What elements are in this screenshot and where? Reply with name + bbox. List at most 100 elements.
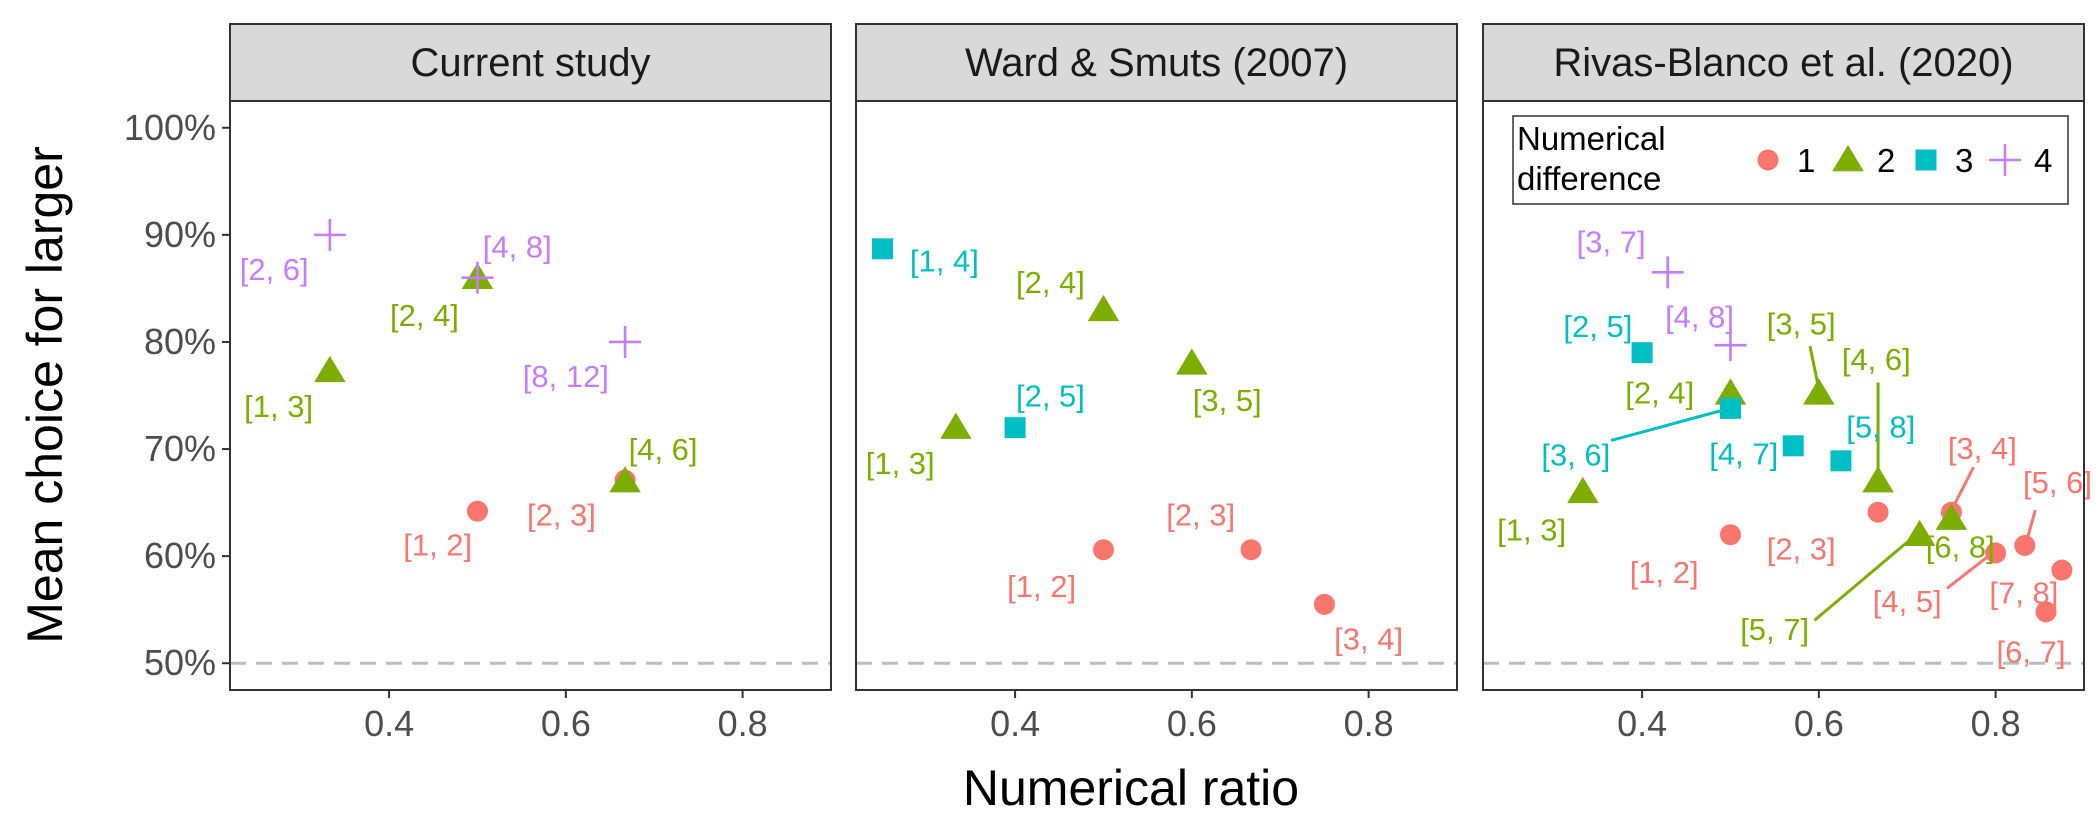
point-label-2-4: [2, 4]	[1625, 375, 1694, 410]
point-label-1-2: [1, 2]	[403, 527, 472, 562]
point-label-1-3: [1, 3]	[866, 446, 935, 481]
point-label-4-8: [4, 8]	[483, 230, 552, 265]
point-2-3	[1867, 501, 1889, 523]
point-1-2	[1092, 539, 1114, 561]
point-2-5	[1631, 342, 1653, 364]
y-tick-label: 60%	[144, 535, 216, 576]
panel-2: Ward & Smuts (2007) 0.4 0.6 0.8 [1, 2] [2, 3]…	[855, 23, 1458, 744]
point-3-6	[1719, 397, 1741, 419]
x-axis-title: Numerical ratio	[963, 760, 1299, 816]
legend-label-1: 1	[1797, 142, 1815, 179]
point-3-5	[1803, 378, 1835, 405]
legend-title-line: Numerical	[1517, 120, 1666, 157]
point-label-4-6: [4, 6]	[629, 432, 698, 467]
point-3-5	[1176, 348, 1208, 375]
panel-strip	[229, 23, 832, 102]
point-label-6-7: [6, 7]	[1997, 634, 2066, 669]
panel-border	[229, 100, 832, 691]
legend-box	[1512, 115, 2069, 205]
panels: Current study 0.4 0.6 0.8 50% 60% 70% 80% 90% 100…	[124, 23, 2092, 744]
point-label-6-8: [6, 8]	[1926, 529, 1995, 564]
point-label-2-5: [2, 5]	[1016, 379, 1085, 414]
y-tick-label: 50%	[144, 642, 216, 683]
panel-title: Rivas-Blanco et al. (2020)	[1553, 41, 2013, 85]
point-label-3-4: [3, 4]	[1334, 622, 1403, 657]
point-label-3-4: [3, 4]	[1948, 431, 2017, 466]
point-label-5-7: [5, 7]	[1740, 612, 1809, 647]
point-label-1-3: [1, 3]	[244, 389, 313, 424]
x-tick-label: 0.6	[1794, 703, 1844, 744]
point-1-3	[1567, 476, 1599, 504]
panel-border	[855, 100, 1458, 691]
point-1-3	[314, 355, 346, 383]
point-label-2-3: [2, 3]	[1166, 497, 1235, 532]
point-label-2-3: [2, 3]	[527, 497, 596, 532]
point-label-1-2: [1, 2]	[1007, 569, 1076, 604]
point-4-6	[609, 466, 641, 493]
panel-1: Current study 0.4 0.6 0.8 50% 60% 70% 80% 90% 100…	[124, 23, 832, 744]
point-5-8	[1830, 450, 1852, 472]
x-tick-label: 0.8	[718, 703, 768, 744]
point-label-1-2: [1, 2]	[1630, 555, 1699, 590]
point-5-7	[1903, 519, 1936, 546]
legend-label-3: 3	[1955, 142, 1973, 179]
point-label-2-4: [2, 4]	[1016, 265, 1085, 300]
point-label-2-5: [2, 5]	[1563, 309, 1632, 344]
point-1-4	[872, 238, 894, 260]
label-leader-line	[1946, 552, 1993, 590]
point-label-1-4: [1, 4]	[910, 244, 979, 279]
legend-key-1	[1757, 149, 1779, 171]
x-tick-label: 0.4	[1617, 703, 1667, 744]
point-label-5-8: [5, 8]	[1846, 410, 1915, 445]
legend-key-2	[1832, 145, 1864, 172]
point-label-3-5: [3, 5]	[1767, 307, 1836, 342]
point-2-5	[1004, 417, 1026, 439]
point-label-3-5: [3, 5]	[1193, 383, 1262, 418]
point-4-6	[1862, 466, 1894, 493]
legend-key-4	[1989, 144, 2021, 176]
legend-label-4: 4	[2034, 142, 2052, 179]
legend-title-line: difference	[1517, 160, 1661, 197]
point-1-3	[940, 412, 972, 439]
point-label-4-6: [4, 6]	[1842, 342, 1911, 377]
point-label-4-5: [4, 5]	[1873, 584, 1942, 619]
point-4-5	[1985, 542, 2007, 564]
point-6-8	[1935, 503, 1968, 530]
label-leader-line	[1951, 466, 1975, 508]
point-label-8-12: [8, 12]	[523, 359, 609, 394]
point-7-8	[2051, 559, 2073, 581]
point-label-7-8: [7, 8]	[1989, 576, 2058, 611]
point-8-12	[609, 325, 642, 358]
point-label-5-6: [5, 6]	[2023, 465, 2092, 500]
x-tick-label: 0.8	[1971, 703, 2021, 744]
panel-border	[1482, 100, 2085, 691]
panel-title: Current study	[410, 41, 650, 85]
label-leader-line	[1610, 409, 1723, 442]
point-label-3-6: [3, 6]	[1541, 437, 1610, 472]
x-tick-label: 0.4	[990, 703, 1040, 744]
y-axis-title: Mean choice for larger	[17, 146, 73, 643]
point-4-8	[1714, 329, 1747, 362]
point-2-4	[1087, 294, 1120, 322]
point-2-3	[1240, 539, 1262, 561]
point-label-4-8: [4, 8]	[1665, 299, 1734, 334]
point-label-2-6: [2, 6]	[240, 252, 309, 287]
point-label-1-3: [1, 3]	[1497, 512, 1566, 547]
point-2-6	[313, 218, 346, 251]
y-tick-label: 90%	[144, 214, 216, 255]
panel-title: Ward & Smuts (2007)	[965, 41, 1348, 85]
point-label-4-7: [4, 7]	[1709, 436, 1778, 471]
point-label-2-3: [2, 3]	[1767, 532, 1836, 567]
point-6-7	[2035, 601, 2057, 623]
panel-strip	[1482, 23, 2085, 102]
point-label-3-7: [3, 7]	[1577, 224, 1646, 259]
point-3-7	[1651, 256, 1684, 289]
point-1-2	[466, 500, 488, 522]
y-tick-label: 100%	[124, 107, 216, 148]
point-1-2	[1719, 524, 1741, 546]
point-3-4	[1313, 593, 1335, 615]
x-tick-label: 0.8	[1344, 703, 1394, 744]
legend-key-3	[1915, 149, 1937, 171]
